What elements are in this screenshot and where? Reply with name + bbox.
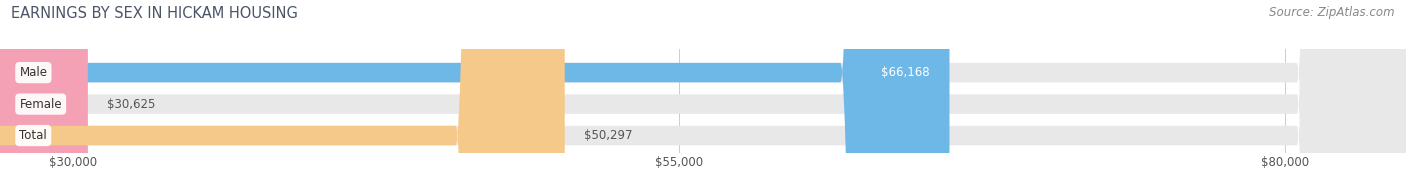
Text: $50,297: $50,297 (583, 129, 633, 142)
Text: Source: ZipAtlas.com: Source: ZipAtlas.com (1270, 6, 1395, 19)
Text: EARNINGS BY SEX IN HICKAM HOUSING: EARNINGS BY SEX IN HICKAM HOUSING (11, 6, 298, 21)
Text: Female: Female (20, 98, 62, 111)
Text: $30,625: $30,625 (107, 98, 156, 111)
FancyBboxPatch shape (0, 0, 565, 196)
FancyBboxPatch shape (0, 0, 89, 196)
Text: $66,168: $66,168 (882, 66, 931, 79)
FancyBboxPatch shape (0, 0, 949, 196)
Text: Male: Male (20, 66, 48, 79)
Text: Total: Total (20, 129, 48, 142)
